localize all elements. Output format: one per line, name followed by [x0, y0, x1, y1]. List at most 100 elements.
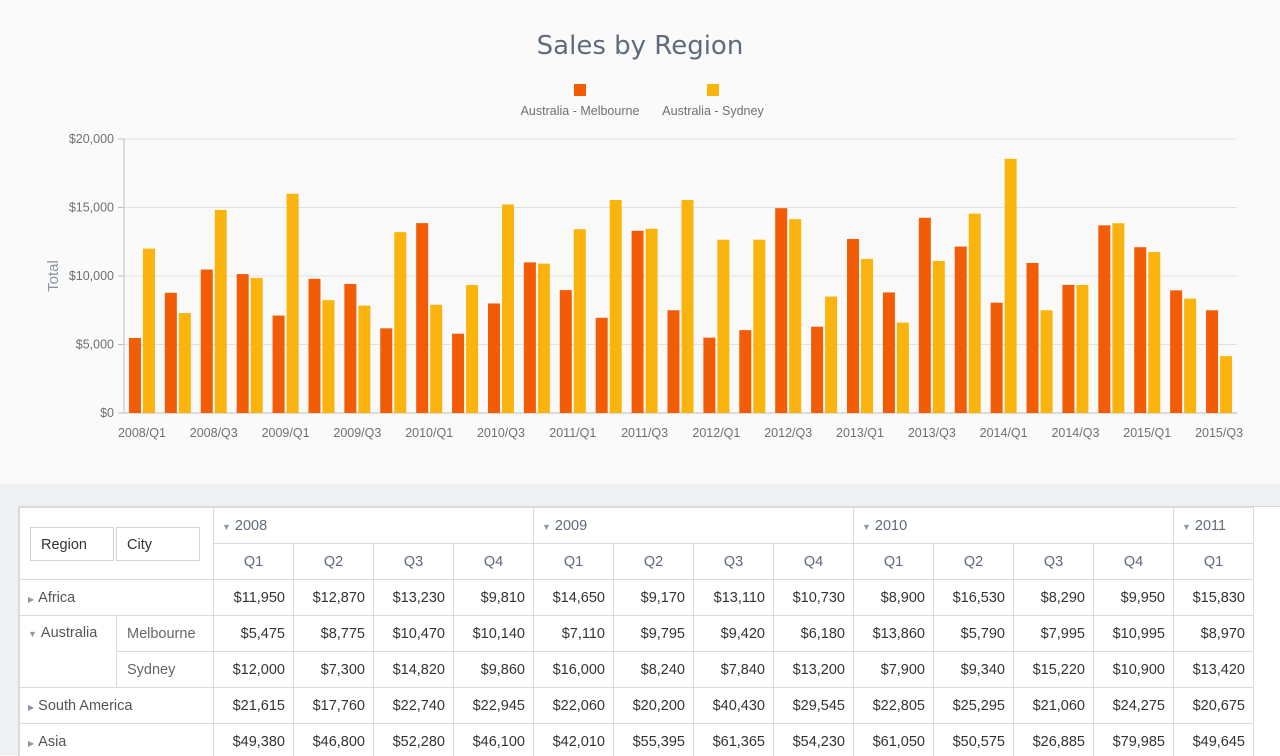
expand-triangle-icon[interactable]: ▶: [28, 703, 34, 712]
y-tick-label: $5,000: [76, 338, 114, 352]
value-cell: $16,530: [934, 580, 1014, 616]
value-cell: $7,300: [294, 652, 374, 688]
collapse-triangle-icon[interactable]: ▼: [222, 522, 231, 532]
bar-melbourne: [1134, 247, 1146, 413]
value-cell: $13,420: [1174, 652, 1254, 688]
bar-melbourne: [380, 328, 392, 413]
value-cell: $8,900: [854, 580, 934, 616]
x-tick-label: 2008/Q3: [190, 426, 238, 440]
x-tick-label: 2009/Q1: [262, 426, 310, 440]
value-cell: $22,805: [854, 688, 934, 724]
year-header-2009[interactable]: ▼2009: [534, 508, 854, 544]
bar-sydney: [502, 204, 514, 413]
value-cell: $9,810: [454, 580, 534, 616]
bar-melbourne: [344, 284, 356, 413]
row-field-region[interactable]: Region: [30, 527, 114, 561]
bar-melbourne: [775, 208, 787, 413]
x-tick-label: 2009/Q3: [333, 426, 381, 440]
table-row: ▶Asia$49,380$46,800$52,280$46,100$42,010…: [20, 724, 1254, 756]
x-tick-label: 2010/Q1: [405, 426, 453, 440]
quarter-header: Q1: [854, 544, 934, 580]
bar-sydney: [1184, 299, 1196, 413]
value-cell: $5,790: [934, 616, 1014, 652]
expand-triangle-icon[interactable]: ▶: [28, 739, 34, 748]
bar-melbourne: [668, 310, 680, 413]
quarter-header: Q1: [1174, 544, 1254, 580]
value-cell: $20,200: [614, 688, 694, 724]
value-cell: $7,900: [854, 652, 934, 688]
value-cell: $8,970: [1174, 616, 1254, 652]
region-label: Africa: [38, 590, 75, 606]
bar-melbourne: [632, 231, 644, 413]
value-cell: $49,380: [214, 724, 294, 756]
year-header-2011[interactable]: ▼2011: [1174, 508, 1254, 544]
collapse-triangle-icon[interactable]: ▼: [28, 629, 37, 639]
value-cell: $21,615: [214, 688, 294, 724]
value-cell: $7,110: [534, 616, 614, 652]
value-cell: $26,885: [1014, 724, 1094, 756]
collapse-triangle-icon[interactable]: ▼: [862, 522, 871, 532]
bar-melbourne: [201, 270, 213, 413]
x-tick-label: 2012/Q1: [692, 426, 740, 440]
bar-melbourne: [739, 330, 751, 413]
bar-sydney: [394, 232, 406, 413]
x-tick-label: 2013/Q1: [836, 426, 884, 440]
bar-sydney: [897, 323, 909, 413]
bar-melbourne: [1098, 225, 1110, 413]
region-cell[interactable]: ▶South America: [20, 688, 214, 724]
x-tick-label: 2011/Q3: [621, 426, 668, 440]
value-cell: $7,840: [694, 652, 774, 688]
value-cell: $9,795: [614, 616, 694, 652]
year-header-2010[interactable]: ▼ 2010: [854, 508, 1174, 544]
value-cell: $46,100: [454, 724, 534, 756]
year-header-2008[interactable]: ▼2008: [214, 508, 534, 544]
x-tick-label: 2013/Q3: [908, 426, 956, 440]
value-cell: $8,240: [614, 652, 694, 688]
bar-melbourne: [416, 223, 428, 413]
bar-melbourne: [1206, 310, 1218, 413]
bar-sydney: [466, 285, 478, 413]
x-tick-label: 2008/Q1: [118, 426, 166, 440]
year-label: 2010: [875, 518, 907, 534]
value-cell: $22,945: [454, 688, 534, 724]
value-cell: $6,180: [774, 616, 854, 652]
x-tick-label: 2010/Q3: [477, 426, 525, 440]
value-cell: $9,170: [614, 580, 694, 616]
bar-sydney: [753, 240, 765, 413]
region-cell[interactable]: ▶Asia: [20, 724, 214, 756]
value-cell: $9,950: [1094, 580, 1174, 616]
table-row: Sydney$12,000$7,300$14,820$9,860$16,000$…: [20, 652, 1254, 688]
city-cell: Melbourne: [117, 616, 214, 652]
bar-melbourne: [703, 338, 715, 413]
row-field-city[interactable]: City: [116, 527, 200, 561]
value-cell: $10,140: [454, 616, 534, 652]
bar-melbourne: [452, 334, 464, 413]
bar-melbourne: [991, 303, 1003, 413]
bar-sydney: [287, 194, 299, 413]
quarter-header: Q3: [694, 544, 774, 580]
value-cell: $11,950: [214, 580, 294, 616]
quarter-header: Q1: [534, 544, 614, 580]
expand-triangle-icon[interactable]: ▶: [28, 595, 34, 604]
value-cell: $49,645: [1174, 724, 1254, 756]
bar-melbourne: [1027, 263, 1039, 413]
bar-sydney: [1076, 285, 1088, 413]
collapse-triangle-icon[interactable]: ▼: [1182, 522, 1191, 532]
quarter-header: Q2: [294, 544, 374, 580]
x-axis-ticks: 2008/Q1 2008/Q3 2009/Q1 2009/Q3 2010/Q1 2010/…: [118, 426, 1243, 440]
region-label: Australia: [41, 625, 97, 641]
bar-melbourne: [955, 247, 967, 413]
value-cell: $12,870: [294, 580, 374, 616]
region-cell[interactable]: ▼ Australia: [20, 616, 117, 688]
bar-melbourne: [488, 303, 500, 413]
value-cell: $8,290: [1014, 580, 1094, 616]
value-cell: $16,000: [534, 652, 614, 688]
bar-sydney: [143, 249, 155, 413]
value-cell: $12,000: [214, 652, 294, 688]
collapse-triangle-icon[interactable]: ▼: [542, 522, 551, 532]
y-tick-label: $15,000: [69, 201, 114, 215]
region-cell[interactable]: ▶ Africa: [20, 580, 214, 616]
